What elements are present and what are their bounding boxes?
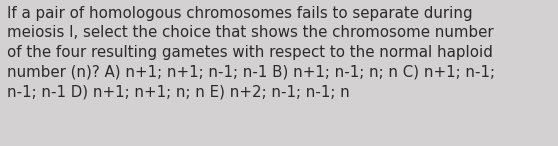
Text: If a pair of homologous chromosomes fails to separate during
meiosis I, select t: If a pair of homologous chromosomes fail… [7, 6, 495, 99]
